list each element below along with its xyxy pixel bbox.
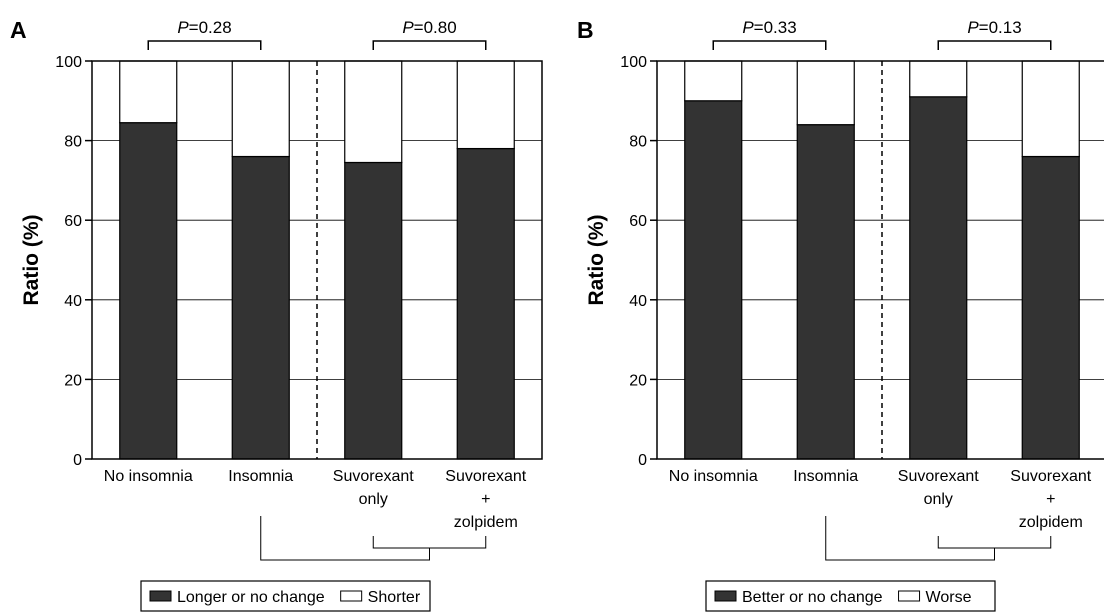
bar-segment-upper (796, 60, 855, 126)
legend-box (705, 580, 996, 612)
category-label: Suvorexant (898, 468, 979, 485)
p-value-bracket (372, 40, 487, 50)
bar-segment-lower (796, 124, 855, 460)
bar-segment-upper (344, 60, 403, 164)
y-axis-label: Ratio (%) (585, 215, 608, 306)
category-label: Insomnia (793, 468, 858, 485)
p-value-label: P=0.13 (967, 18, 1021, 37)
y-tick-label: 40 (64, 293, 82, 310)
chart-panel-b: B 0 20 40 60 80 100 Ratio (%) No insomnia Insomni… (577, 17, 1104, 612)
p-value-bracket (937, 40, 1052, 50)
legend-swatch (340, 590, 363, 602)
y-tick-label: 0 (73, 452, 82, 469)
bar-segment-upper (456, 60, 515, 150)
y-tick-label: 60 (629, 213, 647, 230)
p-value-bracket (712, 40, 827, 50)
category-label: only (359, 491, 388, 508)
chart-panel-a: A 0 20 40 60 80 100 Ratio (%) No insomnia Insomni… (10, 17, 543, 612)
y-tick-label: 20 (629, 372, 647, 389)
legend-box (140, 580, 431, 612)
y-tick-label: 0 (638, 452, 647, 469)
comparison-bracket-insomnia (825, 516, 995, 561)
bar-segment-lower (231, 155, 290, 460)
y-tick-label: 40 (629, 293, 647, 310)
category-label: + (481, 491, 490, 508)
p-value-bracket (147, 40, 262, 50)
p-value-label: P=0.33 (742, 18, 796, 37)
category-label: zolpidem (454, 514, 518, 531)
category-label: Suvorexant (333, 468, 414, 485)
category-label: No insomnia (104, 468, 193, 485)
legend-label: Worse (926, 589, 972, 606)
bar-segment-lower (344, 161, 403, 460)
bar-segment-lower (119, 122, 178, 460)
category-label: + (1046, 491, 1055, 508)
bar-segment-lower (909, 96, 968, 460)
legend-swatch (714, 590, 737, 602)
plot-frame (91, 60, 543, 460)
panel-label: A (10, 17, 27, 43)
panel-label: B (577, 17, 594, 43)
category-label: No insomnia (669, 468, 758, 485)
legend-swatch (149, 590, 172, 602)
y-tick-label: 80 (629, 134, 647, 151)
bar-segment-upper (119, 60, 178, 124)
category-label: zolpidem (1019, 514, 1083, 531)
y-tick-label: 80 (64, 134, 82, 151)
legend-label: Shorter (368, 589, 421, 606)
category-label: Suvorexant (445, 468, 526, 485)
category-label: Suvorexant (1010, 468, 1091, 485)
bar-segment-lower (684, 100, 743, 460)
y-tick-label: 100 (55, 54, 82, 71)
legend-label: Better or no change (742, 589, 883, 606)
category-label: only (924, 491, 953, 508)
p-value-label: P=0.80 (402, 18, 456, 37)
comparison-bracket-insomnia (260, 516, 430, 561)
y-tick-label: 20 (64, 372, 82, 389)
legend-swatch (898, 590, 921, 602)
y-tick-label: 100 (620, 54, 647, 71)
bar-segment-upper (684, 60, 743, 102)
p-value-label: P=0.28 (177, 18, 231, 37)
comparison-bracket-suvorexant (372, 536, 487, 549)
bar-segment-upper (909, 60, 968, 98)
bar-segment-lower (1021, 155, 1080, 460)
y-tick-label: 60 (64, 213, 82, 230)
category-label: Insomnia (228, 468, 293, 485)
bar-segment-upper (231, 60, 290, 158)
y-axis-label: Ratio (%) (20, 215, 43, 306)
bar-segment-upper (1021, 60, 1080, 158)
bar-segment-lower (456, 147, 515, 460)
legend-label: Longer or no change (177, 589, 325, 606)
comparison-bracket-suvorexant (937, 536, 1052, 549)
plot-frame (656, 60, 1104, 460)
